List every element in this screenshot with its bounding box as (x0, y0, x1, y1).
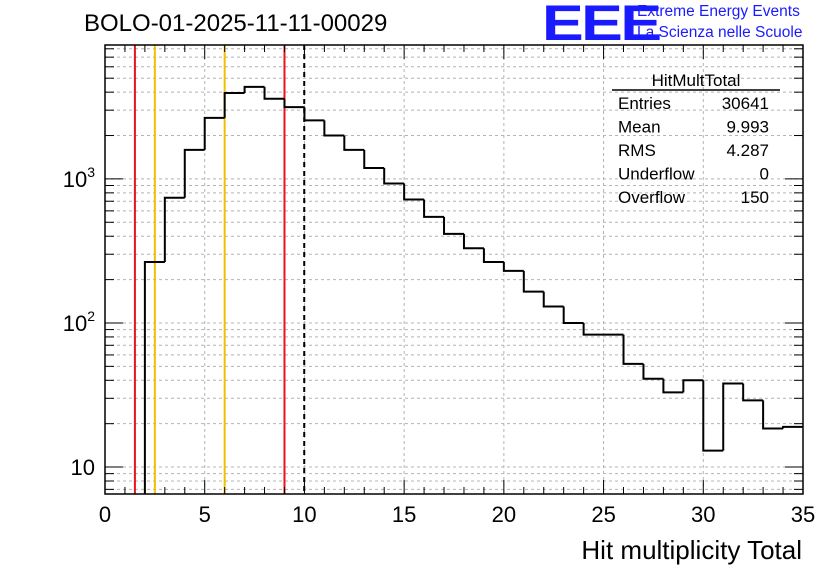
histogram-bin (223, 91, 245, 118)
x-axis-label: Hit multiplicity Total (581, 535, 802, 565)
eee-logo: EEE (542, 0, 662, 51)
stats-label: Mean (618, 118, 661, 137)
stats-value: 0 (760, 165, 769, 184)
x-tick-label: 25 (591, 502, 615, 527)
histogram-bin (183, 148, 205, 198)
histogram-bin (303, 107, 325, 122)
histogram-bin (522, 270, 544, 293)
x-tick-label: 5 (199, 502, 211, 527)
x-tick-label: 35 (791, 502, 815, 527)
histogram-bin (243, 85, 265, 93)
stats-value: 9.993 (726, 118, 769, 137)
histogram-bin (582, 322, 604, 336)
histogram-bin (423, 199, 445, 218)
histogram-bin (542, 291, 564, 308)
histogram-bin (682, 379, 704, 393)
histogram-bin (782, 425, 803, 429)
histogram-bin (722, 382, 744, 451)
stats-label: RMS (618, 141, 656, 160)
histogram-bin (462, 233, 484, 250)
histogram-bin (403, 183, 425, 201)
stats-value: 30641 (722, 94, 769, 113)
histogram-bin (363, 149, 385, 170)
histogram-bin (662, 378, 684, 394)
histogram-bin (343, 135, 365, 151)
histogram-bin (762, 400, 784, 430)
histogram-bin (283, 98, 305, 109)
x-tick-label: 15 (392, 502, 416, 527)
logo-line-1: Extreme Energy Events (637, 3, 800, 20)
x-tick-label: 20 (492, 502, 516, 527)
stats-label: Entries (618, 94, 671, 113)
stats-value: 150 (741, 188, 769, 207)
stats-label: Overflow (618, 188, 686, 207)
histogram-bin (702, 380, 724, 452)
x-tick-label: 0 (99, 502, 111, 527)
histogram-bin (642, 363, 664, 380)
histogram-bin (203, 116, 225, 150)
x-tick-label: 10 (292, 502, 316, 527)
y-tick-label: 103 (63, 164, 95, 192)
chart-title: BOLO-01-2025-11-11-00029 (84, 10, 388, 37)
y-tick-label: 10 (71, 455, 95, 480)
plot-frame (104, 44, 804, 495)
y-tick-label: 102 (63, 308, 95, 336)
histogram-bin (323, 120, 345, 137)
histogram-bin (263, 86, 285, 100)
logo-line-2: La Scienza nelle Scuole (637, 24, 803, 41)
histogram-bin (502, 261, 524, 272)
histogram-bin (163, 196, 185, 262)
histogram-bin (143, 260, 165, 494)
histogram-bin (562, 306, 584, 324)
histogram-bin (443, 216, 464, 235)
histogram-bin (622, 334, 644, 365)
x-tick-label: 30 (691, 502, 715, 527)
stats-value: 4.287 (726, 141, 769, 160)
stats-name: HitMultTotal (652, 71, 741, 90)
histogram-bin (742, 383, 764, 402)
histogram-bin (383, 168, 405, 185)
histogram-bin (482, 248, 504, 263)
stats-label: Underflow (618, 165, 695, 184)
